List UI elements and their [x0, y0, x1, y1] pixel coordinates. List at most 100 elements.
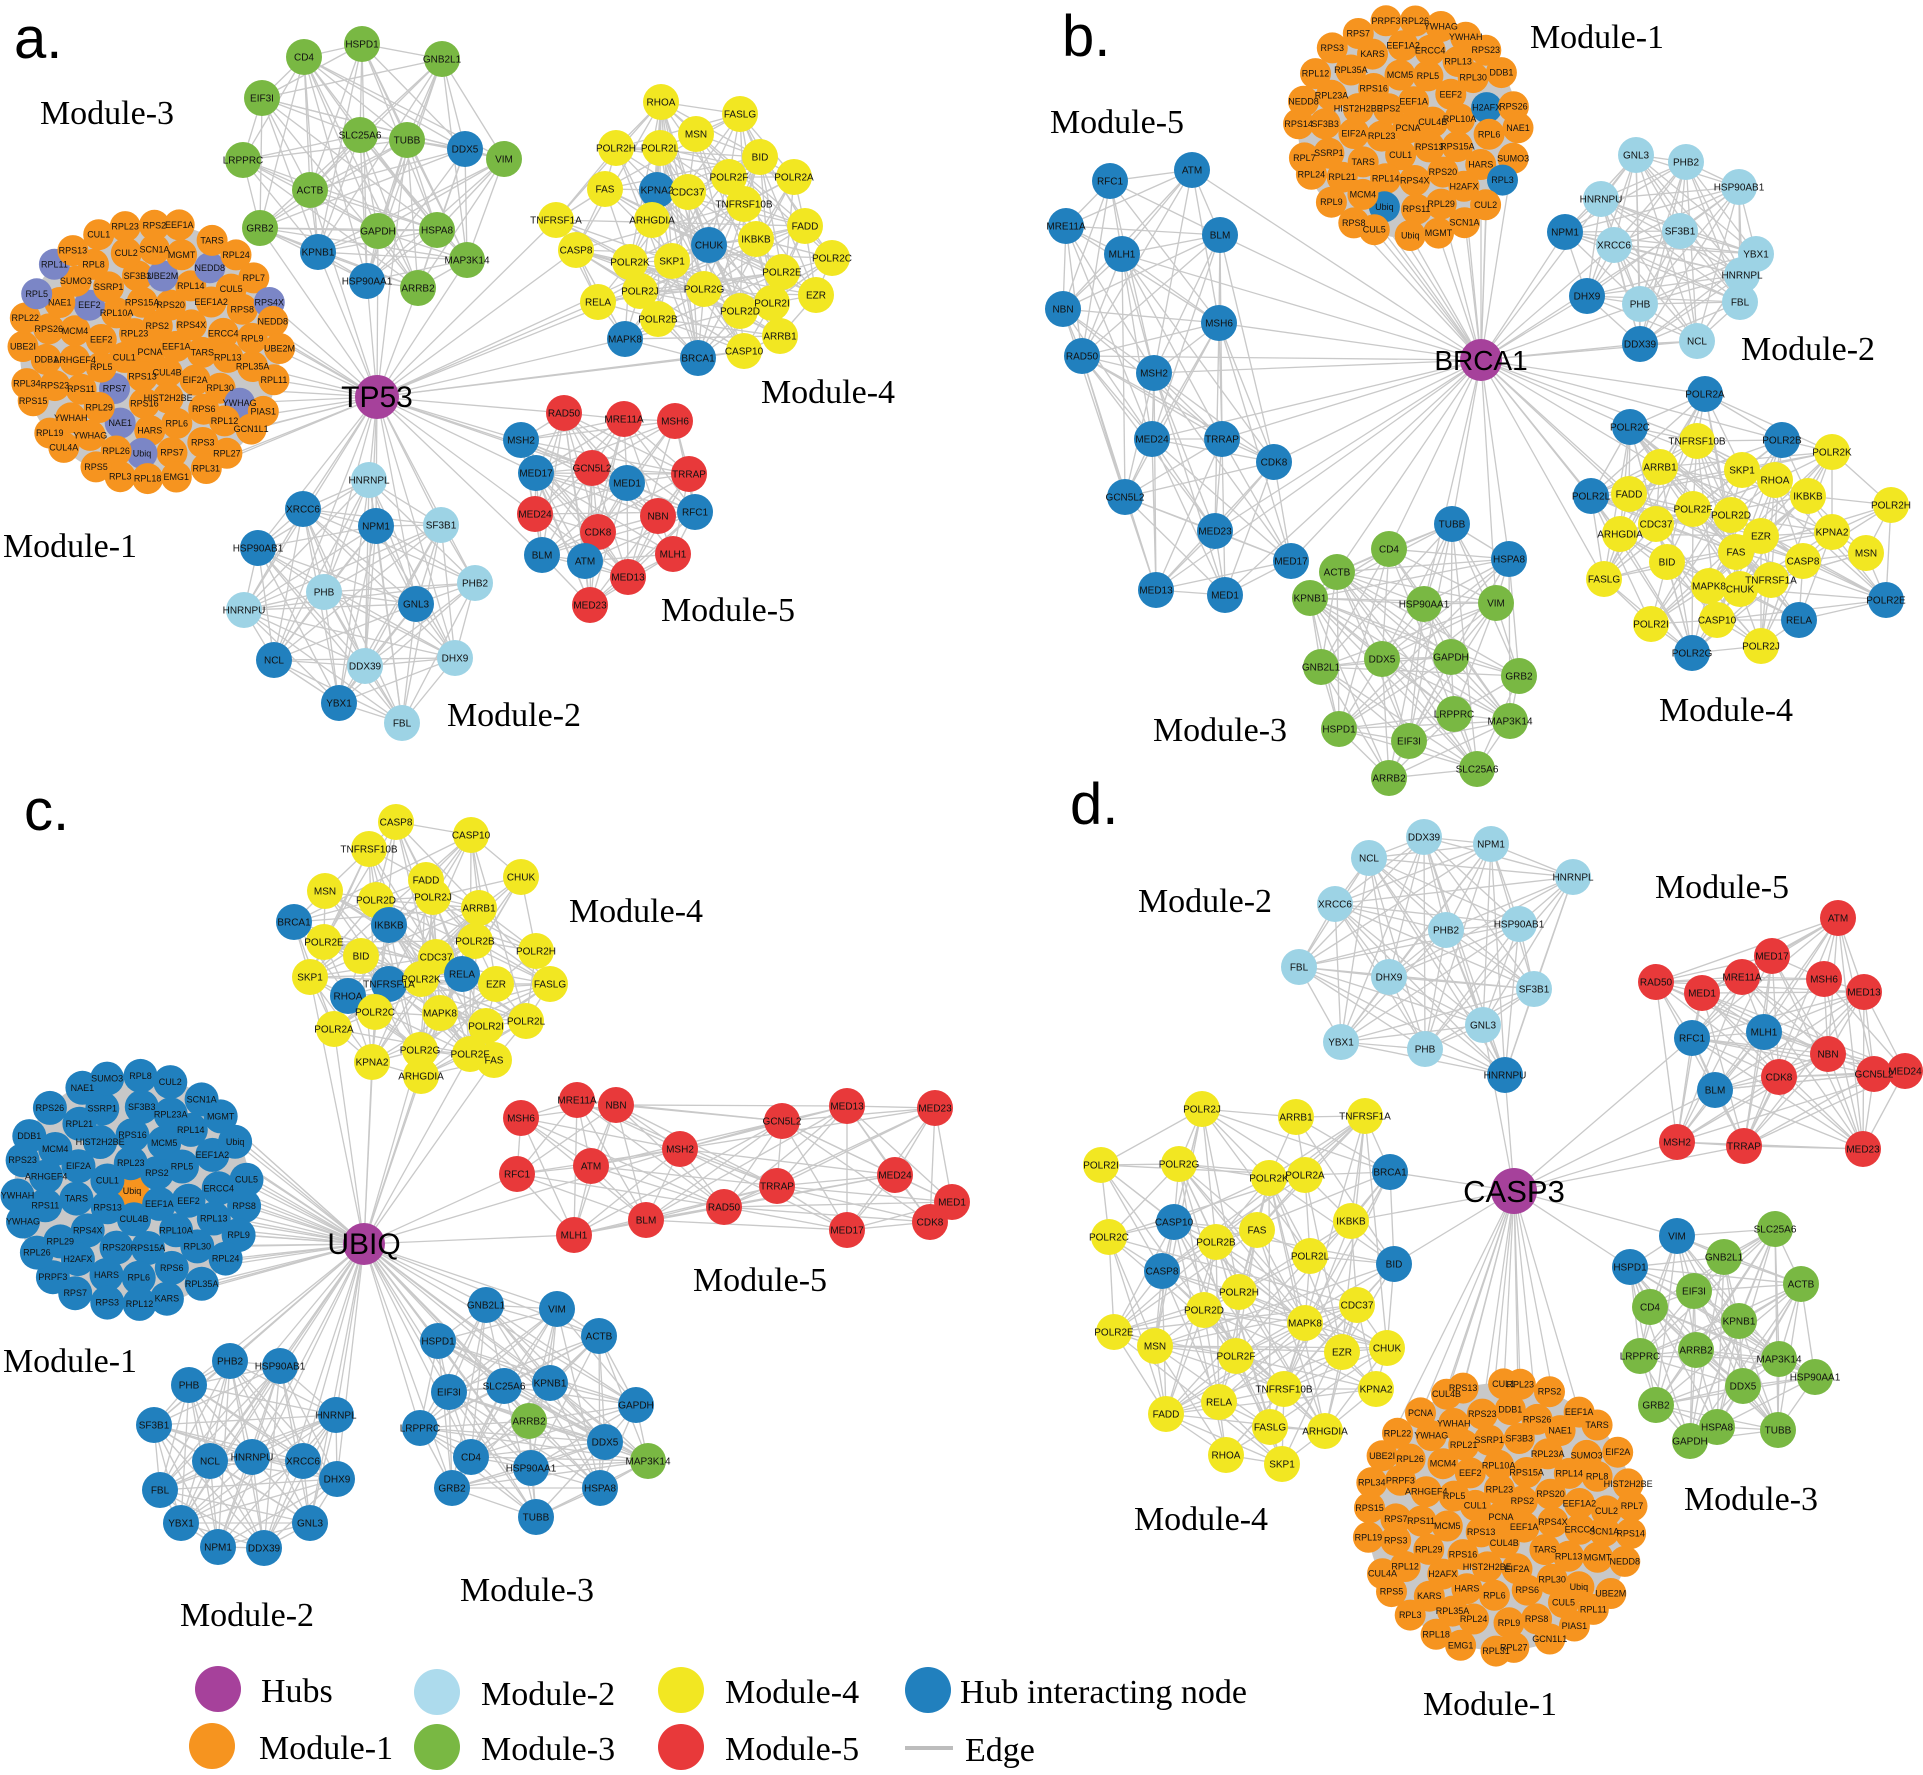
svg-text:POLR2J: POLR2J	[414, 893, 452, 904]
svg-text:SLC25A6: SLC25A6	[1456, 765, 1499, 776]
svg-text:RPS3: RPS3	[1321, 43, 1345, 53]
svg-text:TUBB: TUBB	[1439, 520, 1466, 531]
svg-text:BID: BID	[1659, 558, 1676, 569]
svg-text:MSN: MSN	[685, 130, 707, 141]
svg-text:BLM: BLM	[532, 551, 553, 562]
svg-text:CASP8: CASP8	[1787, 557, 1820, 568]
svg-text:RPL5: RPL5	[1417, 71, 1440, 81]
svg-text:NPM1: NPM1	[1477, 840, 1505, 851]
svg-text:RPL12: RPL12	[126, 1299, 154, 1309]
svg-text:DHX9: DHX9	[1574, 292, 1601, 303]
svg-text:MAP3K14: MAP3K14	[444, 256, 489, 267]
svg-text:RPL5: RPL5	[25, 289, 48, 299]
svg-text:Module-3: Module-3	[481, 1731, 615, 1768]
svg-text:POLR2K: POLR2K	[1812, 448, 1852, 459]
svg-text:CDK8: CDK8	[1766, 1073, 1793, 1084]
svg-text:EEF1A: EEF1A	[1510, 1522, 1539, 1532]
svg-text:YWHAG: YWHAG	[6, 1217, 40, 1227]
svg-text:RPS2: RPS2	[143, 220, 167, 230]
svg-text:RPS7: RPS7	[103, 384, 127, 394]
svg-text:EIF3I: EIF3I	[1397, 737, 1421, 748]
svg-text:TNFRSF10B: TNFRSF10B	[340, 845, 398, 856]
svg-text:HNRNPU: HNRNPU	[231, 1453, 274, 1464]
svg-text:MED24: MED24	[1135, 435, 1169, 446]
svg-text:Ubiq: Ubiq	[1570, 1582, 1589, 1592]
svg-text:PHB2: PHB2	[1433, 926, 1460, 937]
svg-text:VIM: VIM	[548, 1305, 566, 1316]
svg-text:HARS: HARS	[94, 1270, 119, 1280]
svg-text:SF3B1: SF3B1	[1665, 227, 1696, 238]
svg-text:CUL4B: CUL4B	[1432, 1389, 1461, 1399]
svg-text:TNFRSF1A: TNFRSF1A	[530, 216, 582, 227]
svg-text:RPL23: RPL23	[1507, 1379, 1535, 1389]
svg-text:EIF3I: EIF3I	[437, 1388, 461, 1399]
svg-text:POLR2G: POLR2G	[400, 1046, 441, 1057]
svg-text:MAPK8: MAPK8	[608, 335, 642, 346]
svg-text:Ubiq: Ubiq	[226, 1137, 245, 1147]
svg-text:RPL35A: RPL35A	[185, 1279, 219, 1289]
svg-text:GRB2: GRB2	[246, 224, 274, 235]
svg-text:MSN: MSN	[314, 887, 336, 898]
svg-text:FASLG: FASLG	[1254, 1423, 1286, 1434]
svg-text:Module-3: Module-3	[1153, 712, 1287, 749]
svg-text:KPNB1: KPNB1	[302, 248, 335, 259]
svg-text:UBE2I: UBE2I	[10, 342, 36, 352]
svg-text:POLR2K: POLR2K	[1249, 1174, 1289, 1185]
svg-text:GRB2: GRB2	[1505, 672, 1533, 683]
svg-text:RPL12: RPL12	[211, 416, 239, 426]
svg-text:TARS: TARS	[200, 235, 223, 245]
svg-text:Edge: Edge	[965, 1732, 1035, 1769]
svg-text:Module-1: Module-1	[1423, 1686, 1557, 1723]
svg-text:SF3B3: SF3B3	[128, 1102, 156, 1112]
svg-text:CHUK: CHUK	[695, 241, 724, 252]
svg-text:MSN: MSN	[1855, 549, 1877, 560]
svg-text:RPL23: RPL23	[117, 1158, 145, 1168]
svg-text:DDB1: DDB1	[34, 354, 58, 364]
svg-text:SCN1A: SCN1A	[1449, 218, 1479, 228]
svg-text:POLR2H: POLR2H	[596, 144, 636, 155]
svg-text:MRE11A: MRE11A	[604, 415, 644, 426]
svg-text:RAD50: RAD50	[1640, 978, 1673, 989]
svg-text:RPS7: RPS7	[63, 1288, 87, 1298]
svg-text:NCL: NCL	[200, 1457, 220, 1468]
svg-text:NPM1: NPM1	[1551, 228, 1579, 239]
svg-text:PCNA: PCNA	[1408, 1408, 1433, 1418]
svg-text:PCNA: PCNA	[137, 347, 162, 357]
svg-text:RPS13: RPS13	[128, 372, 157, 382]
svg-text:RPL24: RPL24	[212, 1254, 240, 1264]
svg-text:MSH2: MSH2	[507, 436, 535, 447]
svg-text:XRCC6: XRCC6	[286, 505, 320, 516]
svg-text:RPS23: RPS23	[41, 381, 70, 391]
svg-text:RPS6: RPS6	[1515, 1585, 1539, 1595]
svg-text:DDX5: DDX5	[1730, 1382, 1757, 1393]
svg-text:MSH2: MSH2	[1663, 1138, 1691, 1149]
svg-text:TARS: TARS	[65, 1194, 88, 1204]
svg-text:EZR: EZR	[486, 980, 506, 991]
svg-text:RFC1: RFC1	[504, 1170, 531, 1181]
svg-text:c.: c.	[24, 778, 69, 843]
svg-text:LRPPRC: LRPPRC	[400, 1424, 441, 1435]
svg-text:NEDD8: NEDD8	[195, 263, 226, 273]
svg-text:RPS8: RPS8	[232, 1201, 256, 1211]
svg-text:POLR2L: POLR2L	[641, 144, 680, 155]
svg-text:HSPD1: HSPD1	[1613, 1263, 1647, 1274]
svg-text:TNFRSF10B: TNFRSF10B	[715, 200, 773, 211]
svg-text:RPL5: RPL5	[90, 362, 113, 372]
svg-text:SKP1: SKP1	[659, 257, 685, 268]
svg-text:KPNB1: KPNB1	[1723, 1317, 1756, 1328]
svg-text:MED1: MED1	[938, 1198, 966, 1209]
svg-text:b.: b.	[1062, 4, 1110, 69]
svg-text:POLR2L: POLR2L	[1291, 1252, 1330, 1263]
svg-text:EMG1: EMG1	[1448, 1640, 1474, 1650]
svg-text:TARS: TARS	[1533, 1545, 1556, 1555]
svg-text:RPS26: RPS26	[36, 1103, 65, 1113]
svg-text:GNL3: GNL3	[1470, 1021, 1497, 1032]
svg-text:CD4: CD4	[461, 1453, 481, 1464]
svg-text:POLR2B: POLR2B	[638, 315, 678, 326]
svg-text:RPS2: RPS2	[146, 321, 170, 331]
svg-text:RPL19: RPL19	[36, 428, 64, 438]
svg-text:RPS23: RPS23	[8, 1155, 37, 1165]
svg-text:RAD50: RAD50	[1066, 352, 1099, 363]
svg-text:MED23: MED23	[918, 1104, 952, 1115]
svg-text:CHUK: CHUK	[507, 873, 536, 884]
